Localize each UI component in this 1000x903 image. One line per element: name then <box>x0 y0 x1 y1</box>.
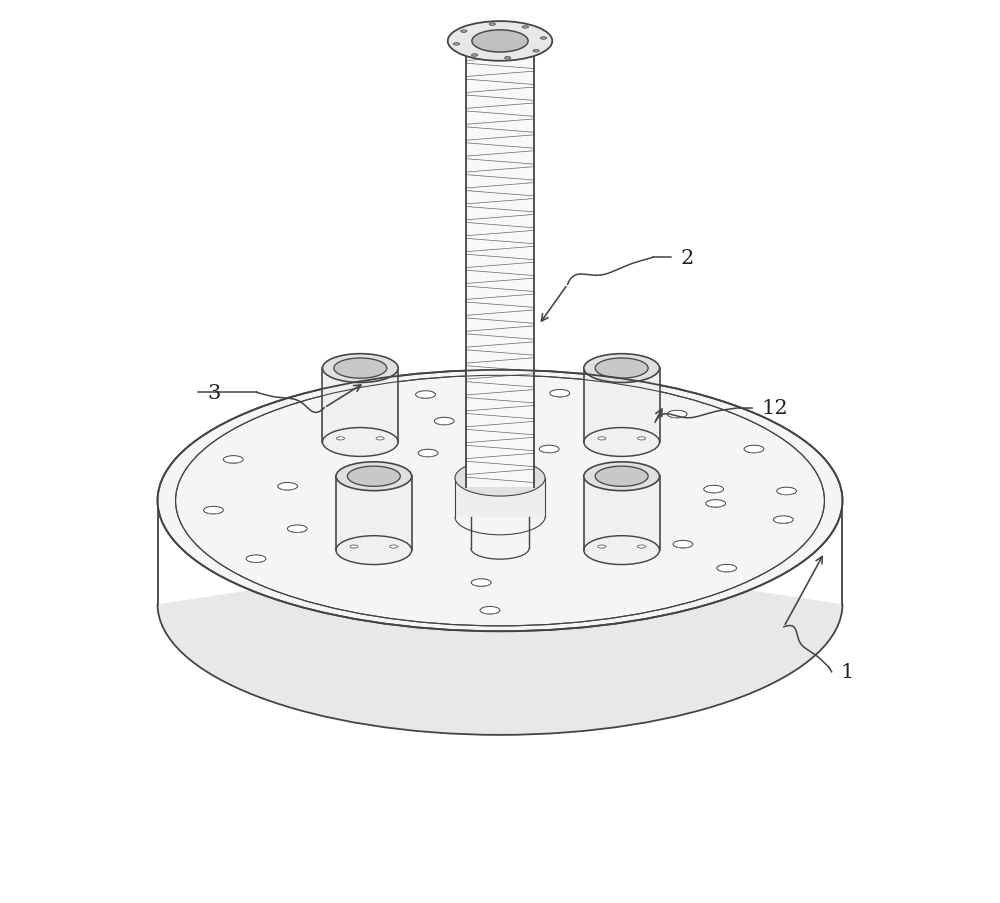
Ellipse shape <box>461 31 467 33</box>
Ellipse shape <box>584 354 660 383</box>
Ellipse shape <box>744 446 764 453</box>
Ellipse shape <box>322 428 398 457</box>
Polygon shape <box>466 42 534 488</box>
Polygon shape <box>336 477 412 551</box>
Ellipse shape <box>434 418 454 425</box>
Text: 12: 12 <box>761 399 788 418</box>
Ellipse shape <box>287 526 307 533</box>
Ellipse shape <box>489 23 495 26</box>
Ellipse shape <box>246 555 266 563</box>
Ellipse shape <box>390 545 398 548</box>
Ellipse shape <box>336 536 412 565</box>
Polygon shape <box>158 370 842 735</box>
Polygon shape <box>584 477 660 551</box>
Ellipse shape <box>717 564 737 573</box>
Ellipse shape <box>673 541 693 548</box>
Ellipse shape <box>777 488 796 495</box>
Ellipse shape <box>533 51 539 53</box>
Ellipse shape <box>350 545 358 548</box>
Ellipse shape <box>204 507 223 515</box>
Ellipse shape <box>336 462 412 491</box>
Ellipse shape <box>278 483 297 490</box>
Ellipse shape <box>667 411 687 418</box>
Ellipse shape <box>584 428 660 457</box>
Ellipse shape <box>455 461 545 497</box>
Polygon shape <box>584 368 660 442</box>
Ellipse shape <box>598 437 606 441</box>
Ellipse shape <box>223 456 243 464</box>
Ellipse shape <box>584 536 660 565</box>
Ellipse shape <box>376 437 384 441</box>
Text: 3: 3 <box>207 384 220 403</box>
Ellipse shape <box>522 26 528 29</box>
Ellipse shape <box>322 354 398 383</box>
Polygon shape <box>455 479 545 517</box>
Ellipse shape <box>704 486 724 493</box>
Ellipse shape <box>480 607 500 614</box>
Ellipse shape <box>336 437 345 441</box>
Ellipse shape <box>334 358 387 378</box>
Ellipse shape <box>416 391 435 399</box>
Ellipse shape <box>505 58 511 60</box>
Ellipse shape <box>550 390 570 397</box>
Ellipse shape <box>540 38 547 41</box>
Ellipse shape <box>471 579 491 587</box>
Ellipse shape <box>595 467 648 487</box>
Polygon shape <box>322 368 398 442</box>
Ellipse shape <box>453 43 460 46</box>
Ellipse shape <box>448 22 552 61</box>
Ellipse shape <box>637 437 646 441</box>
Ellipse shape <box>539 446 559 453</box>
Ellipse shape <box>472 31 528 53</box>
Text: 1: 1 <box>841 663 854 682</box>
Ellipse shape <box>598 545 606 548</box>
Ellipse shape <box>347 467 400 487</box>
Ellipse shape <box>584 462 660 491</box>
Ellipse shape <box>637 545 646 548</box>
Ellipse shape <box>158 370 842 631</box>
Ellipse shape <box>595 358 648 378</box>
Ellipse shape <box>773 517 793 524</box>
Text: 2: 2 <box>680 248 693 267</box>
Ellipse shape <box>418 450 438 457</box>
Ellipse shape <box>472 55 478 57</box>
Ellipse shape <box>706 500 726 507</box>
